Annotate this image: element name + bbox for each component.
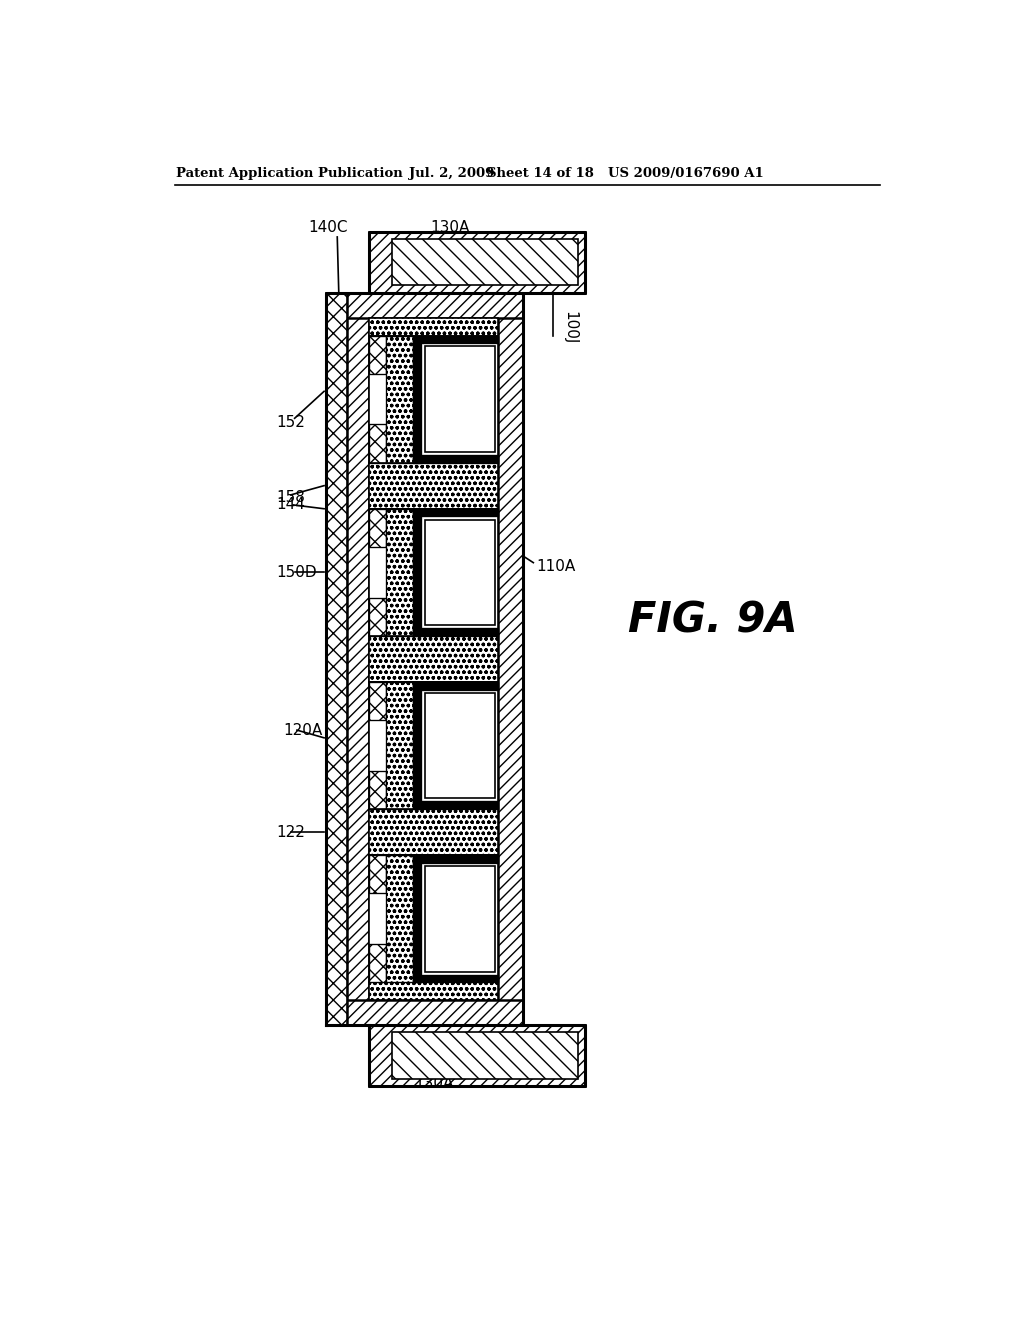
Bar bbox=[414, 974, 499, 982]
Bar bbox=[369, 425, 386, 462]
Text: 140C: 140C bbox=[308, 220, 348, 235]
Bar bbox=[369, 855, 499, 982]
Bar bbox=[369, 809, 499, 855]
Bar bbox=[369, 318, 499, 335]
Bar bbox=[369, 682, 386, 721]
Bar bbox=[392, 1032, 578, 1078]
Bar bbox=[499, 293, 523, 1024]
Bar bbox=[369, 508, 499, 636]
Bar bbox=[369, 855, 386, 894]
Text: 130A: 130A bbox=[415, 1076, 454, 1092]
Bar bbox=[369, 682, 499, 809]
Bar bbox=[414, 628, 499, 636]
Bar bbox=[326, 293, 347, 1024]
Bar bbox=[414, 335, 421, 462]
Bar bbox=[369, 231, 586, 293]
Bar bbox=[425, 866, 495, 972]
Text: 100J: 100J bbox=[562, 312, 577, 345]
Bar bbox=[369, 771, 386, 809]
Bar bbox=[369, 318, 499, 1001]
Bar bbox=[369, 1024, 586, 1086]
Text: FIG. 9A: FIG. 9A bbox=[628, 599, 798, 642]
Text: US 2009/0167690 A1: US 2009/0167690 A1 bbox=[608, 168, 764, 181]
Text: 144: 144 bbox=[276, 498, 306, 512]
Bar bbox=[414, 801, 499, 809]
Bar bbox=[425, 520, 495, 626]
Text: 150D: 150D bbox=[276, 565, 317, 579]
Bar bbox=[386, 335, 414, 462]
Bar bbox=[386, 508, 414, 636]
Bar bbox=[386, 682, 414, 809]
Bar bbox=[369, 598, 386, 636]
Bar bbox=[369, 982, 499, 1001]
Bar bbox=[369, 462, 499, 508]
Bar bbox=[414, 455, 499, 462]
Bar bbox=[414, 335, 499, 343]
Text: Patent Application Publication: Patent Application Publication bbox=[176, 168, 402, 181]
Text: Sheet 14 of 18: Sheet 14 of 18 bbox=[486, 168, 594, 181]
Bar bbox=[414, 855, 421, 982]
Bar bbox=[369, 508, 386, 546]
Text: 152: 152 bbox=[276, 414, 306, 429]
Bar bbox=[425, 346, 495, 451]
Bar bbox=[414, 682, 421, 809]
Bar bbox=[414, 682, 499, 689]
Bar bbox=[392, 239, 578, 285]
Text: 110A: 110A bbox=[537, 558, 575, 574]
Text: 130A: 130A bbox=[430, 220, 469, 235]
Bar bbox=[414, 508, 421, 636]
Bar bbox=[347, 293, 369, 1024]
Bar bbox=[369, 335, 386, 374]
Bar bbox=[414, 855, 499, 863]
Bar bbox=[369, 636, 499, 682]
Text: 158: 158 bbox=[276, 490, 306, 504]
Bar bbox=[347, 293, 523, 318]
Bar bbox=[414, 508, 499, 516]
Bar bbox=[386, 855, 414, 982]
Bar bbox=[425, 693, 495, 799]
Text: 120A: 120A bbox=[283, 722, 323, 738]
Text: Jul. 2, 2009: Jul. 2, 2009 bbox=[409, 168, 494, 181]
Bar bbox=[347, 1001, 523, 1024]
Text: 122: 122 bbox=[276, 825, 306, 840]
Bar bbox=[369, 335, 499, 462]
Bar bbox=[369, 944, 386, 982]
